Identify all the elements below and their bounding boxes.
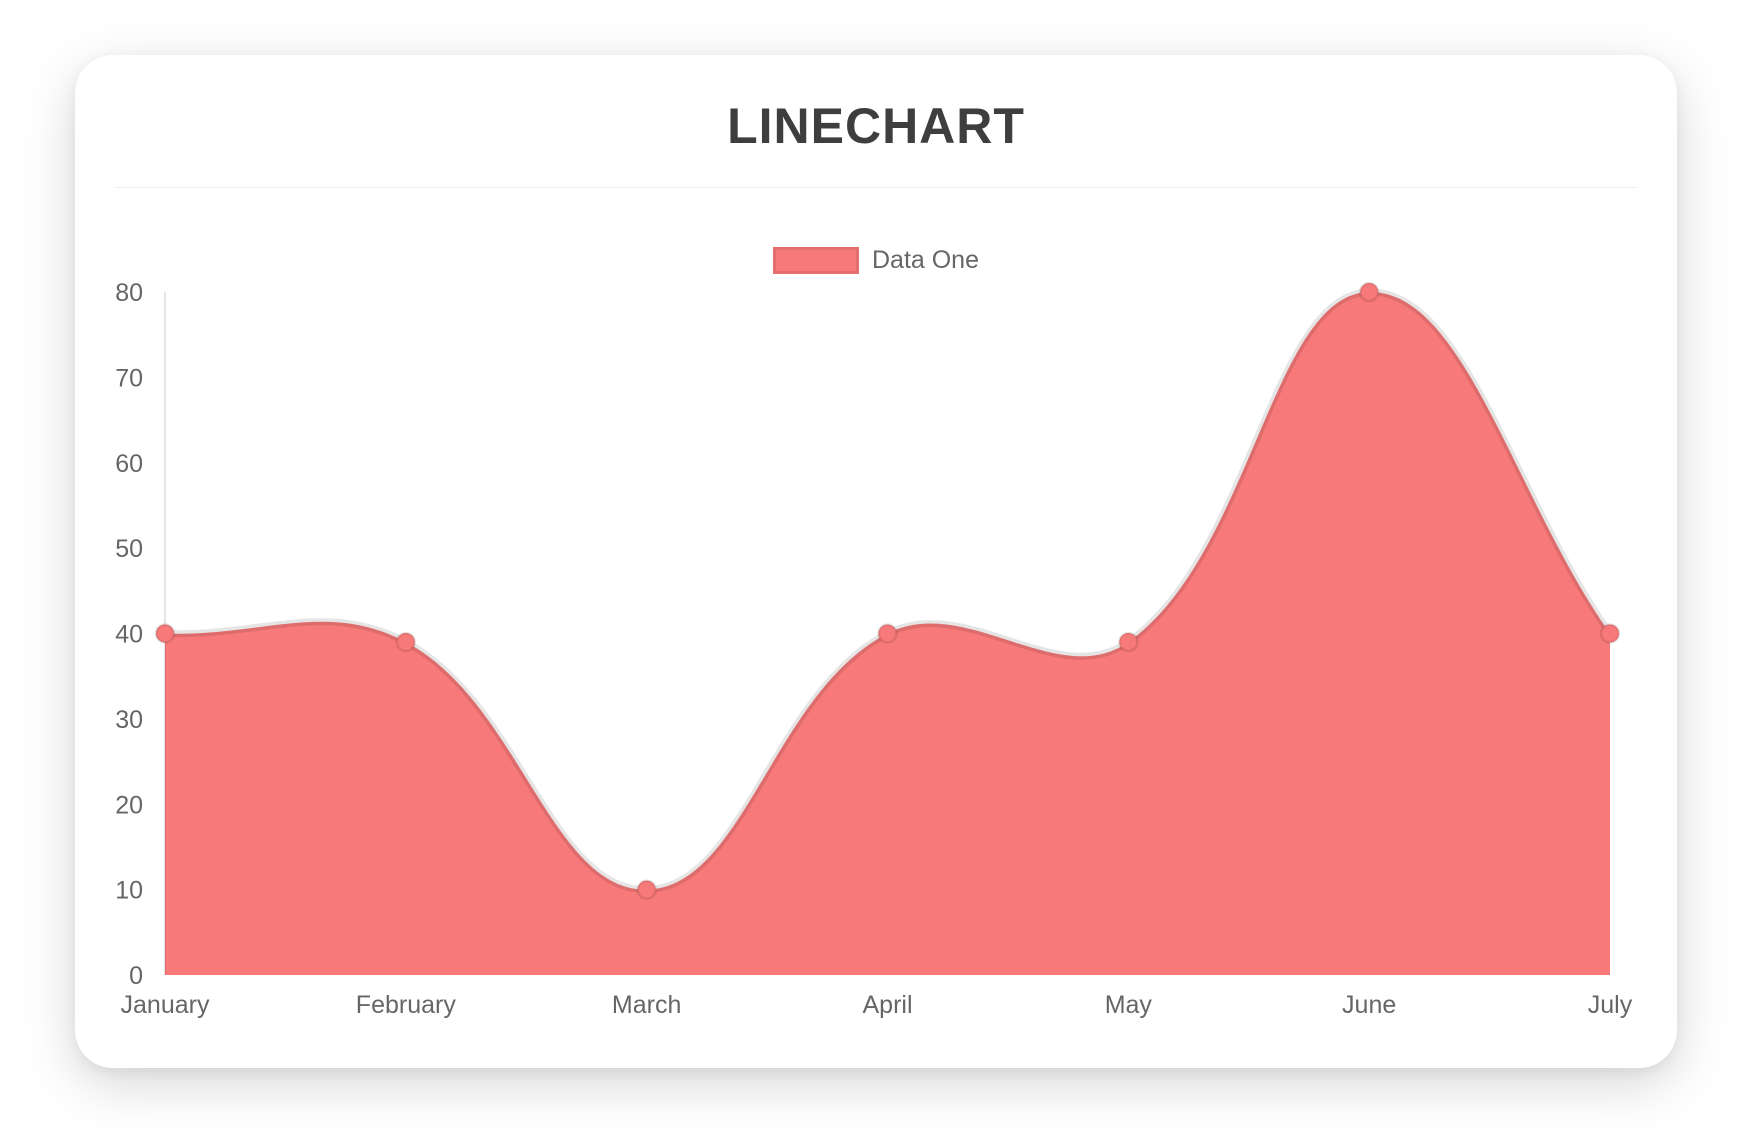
line-chart[interactable]: 0 10 20 30 40 50 60 70 80 January February March Apr… bbox=[75, 55, 1677, 1068]
area-fill bbox=[165, 291, 1610, 976]
y-axis-tick-label: 50 bbox=[115, 535, 143, 563]
divider bbox=[116, 187, 1636, 188]
data-point-february[interactable] bbox=[395, 631, 417, 653]
x-axis-label: April bbox=[862, 991, 912, 1019]
data-point-july[interactable] bbox=[1599, 623, 1621, 644]
x-axis-label: January bbox=[121, 991, 210, 1019]
legend-label: Data One bbox=[871, 246, 979, 274]
y-axis-tick-label: 70 bbox=[115, 364, 143, 392]
y-axis-tick-label: 80 bbox=[115, 279, 143, 307]
y-axis-tick-label: 40 bbox=[115, 621, 143, 649]
data-point-april[interactable] bbox=[877, 623, 898, 644]
y-axis-tick-label: 20 bbox=[115, 791, 143, 819]
legend: Data One bbox=[75, 246, 1677, 275]
data-point-may[interactable] bbox=[1118, 631, 1139, 653]
x-axis-label: June bbox=[1342, 991, 1396, 1019]
x-axis-label: February bbox=[356, 991, 457, 1019]
legend-item-data-one[interactable]: Data One bbox=[772, 246, 979, 275]
y-axis-tick-label: 30 bbox=[115, 706, 143, 734]
y-axis-tick-label: 0 bbox=[129, 962, 143, 990]
y-axis-tick-label: 60 bbox=[115, 450, 143, 478]
chart-card: LINECHART Data One 0 10 20 30 40 50 60 70 80 Janu… bbox=[75, 55, 1677, 1068]
x-axis-label: May bbox=[1105, 991, 1153, 1019]
data-point-june[interactable] bbox=[1358, 281, 1380, 303]
chart-title: LINECHART bbox=[727, 98, 1025, 154]
data-point-january[interactable] bbox=[154, 623, 176, 644]
legend-swatch bbox=[772, 247, 859, 274]
x-axis-label: March bbox=[612, 991, 681, 1019]
data-point-march[interactable] bbox=[636, 879, 657, 900]
y-axis-tick-label: 10 bbox=[115, 877, 143, 905]
x-axis-label: July bbox=[1588, 991, 1633, 1019]
